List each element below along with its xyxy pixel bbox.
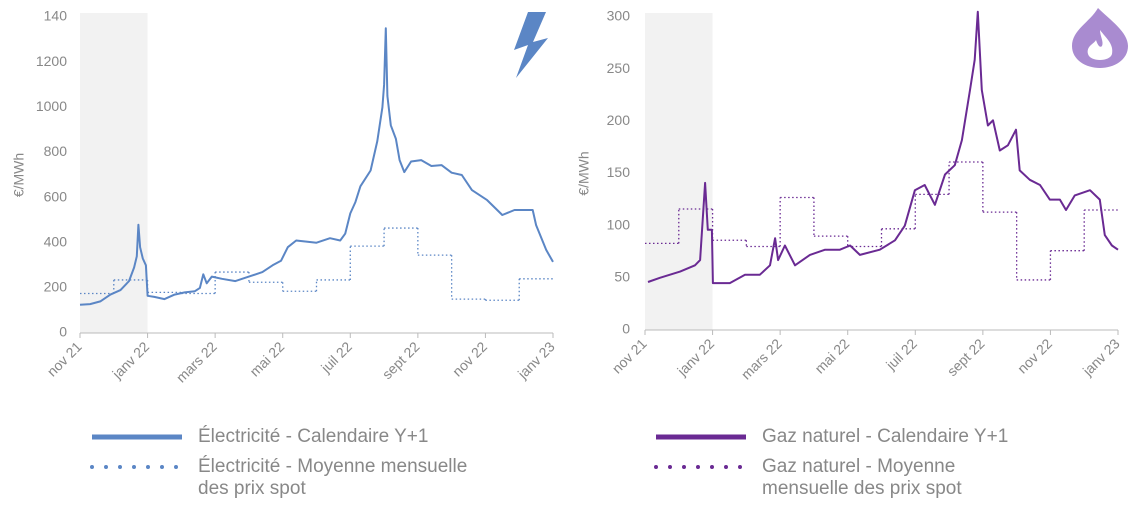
x-tick-label: nov 22 <box>449 338 490 379</box>
y-tick-label: 300 <box>607 8 631 24</box>
y-tick-label: 600 <box>44 188 68 204</box>
x-tick-label: janv 23 <box>1079 335 1123 379</box>
x-tick-label: sept 22 <box>944 335 988 379</box>
y-tick-label: 200 <box>607 112 631 128</box>
legend-entry: Gaz naturel - Calendaire Y+1 <box>652 426 1047 448</box>
y-tick-label: 140 <box>44 8 68 24</box>
y-axis-label: €/MWh <box>576 151 592 195</box>
legend-swatch <box>656 434 746 440</box>
y-tick-label: 200 <box>44 279 68 295</box>
x-tick-label: juil 22 <box>882 335 920 373</box>
y-tick-label: 400 <box>44 233 68 249</box>
electricity-icon <box>514 12 548 78</box>
x-tick-label: mars 22 <box>173 338 220 385</box>
y-tick-label: 1000 <box>36 98 67 114</box>
x-tick-label: sept 22 <box>379 338 423 382</box>
y-tick-label: 1200 <box>36 53 67 69</box>
flame <box>1087 30 1113 60</box>
x-tick-label: janv 22 <box>673 335 717 379</box>
line-series <box>647 10 1119 285</box>
line-series <box>79 27 554 306</box>
gas-icon <box>1072 8 1128 68</box>
legend-label: Gaz naturel - Moyenne mensuelle des prix… <box>762 456 962 499</box>
y-tick-label: 250 <box>607 60 631 76</box>
y-tick-label: 800 <box>44 143 68 159</box>
legend-swatch <box>654 465 750 469</box>
y-tick-label: 0 <box>59 324 67 340</box>
legend-label: Électricité - Calendaire Y+1 <box>198 426 429 447</box>
y-tick-label: 0 <box>622 321 630 337</box>
legend-swatch <box>90 465 186 469</box>
x-tick-label: mars 22 <box>738 335 785 382</box>
x-tick-label: nov 21 <box>609 335 650 376</box>
x-tick-label: juil 22 <box>317 338 355 376</box>
x-tick-label: janv 22 <box>108 338 152 382</box>
legend-label: Électricité - Moyenne mensuelle des prix… <box>198 456 468 499</box>
legend-entry: Électricité - Calendaire Y+1 <box>88 426 483 448</box>
y-axis-label: €/MWh <box>11 153 27 197</box>
legend-entry: Gaz naturel - Moyenne mensuelle des prix… <box>652 456 1047 500</box>
y-tick-label: 100 <box>607 216 631 232</box>
x-tick-label: nov 22 <box>1014 335 1055 376</box>
y-tick-label: 150 <box>607 164 631 180</box>
shaded-region <box>645 13 713 330</box>
x-tick-label: mai 22 <box>246 338 287 379</box>
x-tick-label: janv 23 <box>514 338 558 382</box>
x-tick-label: nov 21 <box>44 338 85 379</box>
y-tick-label: 50 <box>614 269 630 285</box>
x-tick-label: mai 22 <box>811 335 852 376</box>
legend-entry: Électricité - Moyenne mensuelle des prix… <box>88 456 483 500</box>
legend-label: Gaz naturel - Calendaire Y+1 <box>762 426 1009 447</box>
legend-swatch <box>92 434 182 440</box>
